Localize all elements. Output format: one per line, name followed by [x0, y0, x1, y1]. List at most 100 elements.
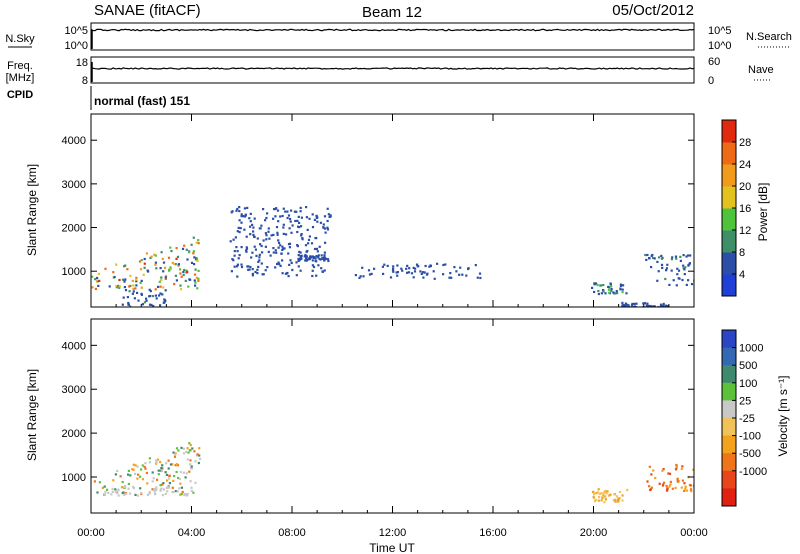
- power-echo-cell: [132, 290, 135, 293]
- velocity-echo-cell: [177, 476, 180, 480]
- power-echo-cell: [660, 257, 664, 260]
- velocity-echo-cell: [154, 492, 157, 495]
- power-colorbar-tick-label: 24: [739, 159, 751, 171]
- velocity-echo-cell: [151, 471, 154, 474]
- power-echo-cell: [324, 257, 328, 260]
- power-echo-cell: [621, 301, 624, 304]
- power-echo-cell: [123, 280, 126, 283]
- power-echo-cell: [160, 278, 163, 281]
- power-echo-cell: [305, 257, 308, 260]
- velocity-echo-cell: [186, 447, 189, 450]
- power-echo-cell: [320, 267, 323, 270]
- velocity-echo-cell: [157, 473, 160, 476]
- power-echo-cell: [249, 265, 252, 269]
- power-echo-cell: [266, 212, 269, 215]
- power-echo-cell: [252, 226, 255, 229]
- power-echo-cell: [685, 255, 688, 258]
- power-echo-cell: [254, 248, 257, 251]
- velocity-echo-cell: [181, 490, 184, 494]
- power-echo-cell: [138, 260, 142, 263]
- power-echo-cell: [275, 251, 278, 254]
- power-echo-cell: [307, 242, 310, 245]
- velocity-echo-cell: [159, 460, 162, 464]
- power-echo-cell: [300, 216, 303, 219]
- power-echo-cell: [687, 279, 690, 282]
- power-echo-cell: [602, 290, 605, 293]
- power-echo-cell: [238, 219, 241, 222]
- power-echo-cell: [124, 289, 128, 292]
- velocity-echo-cell: [127, 482, 130, 486]
- power-echo-cell: [176, 255, 180, 258]
- velocity-echo-cell: [127, 473, 130, 476]
- power-echo-cell: [269, 254, 272, 257]
- power-echo-cell: [295, 210, 298, 213]
- velocity-echo-cell: [132, 468, 135, 471]
- power-echo-cell: [301, 237, 304, 240]
- power-echo-cell: [424, 264, 427, 268]
- velocity-echo-cell: [650, 473, 653, 476]
- power-echo-cell: [682, 254, 685, 257]
- velocity-echo-cell: [186, 458, 189, 461]
- power-echo-cell: [297, 265, 300, 268]
- velocity-echo-cell: [127, 487, 130, 490]
- power-colorbar-segment: [722, 230, 736, 253]
- velocity-echo-cell: [668, 485, 671, 488]
- power-echo-cell: [626, 303, 629, 306]
- velocity-echo-cell: [111, 487, 114, 491]
- velocity-echo-cell: [175, 470, 178, 474]
- power-echo-cell: [287, 214, 291, 217]
- power-echo-cell: [685, 283, 688, 286]
- velocity-echo-cell: [654, 476, 657, 480]
- power-echo-cell: [665, 269, 668, 272]
- velocity-echo-cell: [161, 494, 164, 497]
- velocity-echo-cell: [683, 489, 686, 492]
- power-echo-cell: [316, 216, 319, 219]
- velocity-echo-cell: [674, 468, 678, 471]
- power-echo-cell: [251, 268, 254, 271]
- power-echo-cell: [478, 272, 482, 275]
- velocity-x-axis: 00:00 04:00 08:00 12:00 16:00 20:00 00:00: [77, 319, 708, 539]
- time-tick-label: 00:00: [680, 527, 708, 539]
- power-echo-cell: [159, 285, 162, 288]
- velocity-echo-cell: [618, 497, 621, 500]
- power-echo-cell: [361, 266, 364, 269]
- power-echo-cell: [272, 251, 275, 254]
- power-echo-cell: [132, 284, 135, 287]
- velocity-echo-cell: [151, 488, 154, 491]
- power-echo-cell: [619, 288, 622, 291]
- power-echo-cell: [290, 209, 293, 212]
- velocity-echo-cell: [680, 486, 683, 489]
- velocity-colorbar-segment: [722, 470, 736, 489]
- power-echo-cell: [282, 207, 285, 210]
- power-echo-cell: [154, 288, 157, 291]
- power-echo-cell: [240, 263, 243, 266]
- power-echo-cell: [196, 287, 199, 290]
- power-echo-cell: [264, 245, 267, 248]
- power-echo-cell: [396, 264, 399, 267]
- power-echo-cell: [627, 304, 630, 307]
- velocity-echo-cell: [167, 459, 170, 462]
- power-echo-cell: [164, 277, 167, 280]
- power-echo-cell: [354, 274, 357, 277]
- velocity-echo-cell: [107, 491, 110, 495]
- power-echo-cell: [614, 292, 617, 295]
- velocity-echo-cell: [196, 453, 199, 456]
- power-echo-cell: [644, 302, 647, 305]
- power-echo-cell: [602, 283, 605, 287]
- power-echo-cell: [406, 264, 409, 267]
- power-echo-cell: [282, 247, 285, 250]
- velocity-echo-cell: [136, 477, 139, 480]
- power-echo-cell: [252, 230, 255, 233]
- power-echo-cell: [197, 239, 200, 242]
- power-echo-cell: [308, 258, 311, 261]
- power-echo-cell: [479, 276, 482, 280]
- power-echo-cell: [288, 246, 291, 249]
- power-echo-cell: [597, 289, 600, 293]
- power-echo-cell: [306, 258, 309, 261]
- velocity-echo-cell: [110, 493, 113, 496]
- power-echo-cell: [422, 276, 425, 279]
- power-echo-cell: [299, 255, 302, 258]
- velocity-echo-cell: [193, 450, 196, 453]
- power-echo-cell: [182, 270, 185, 274]
- power-echo-cell: [139, 268, 143, 271]
